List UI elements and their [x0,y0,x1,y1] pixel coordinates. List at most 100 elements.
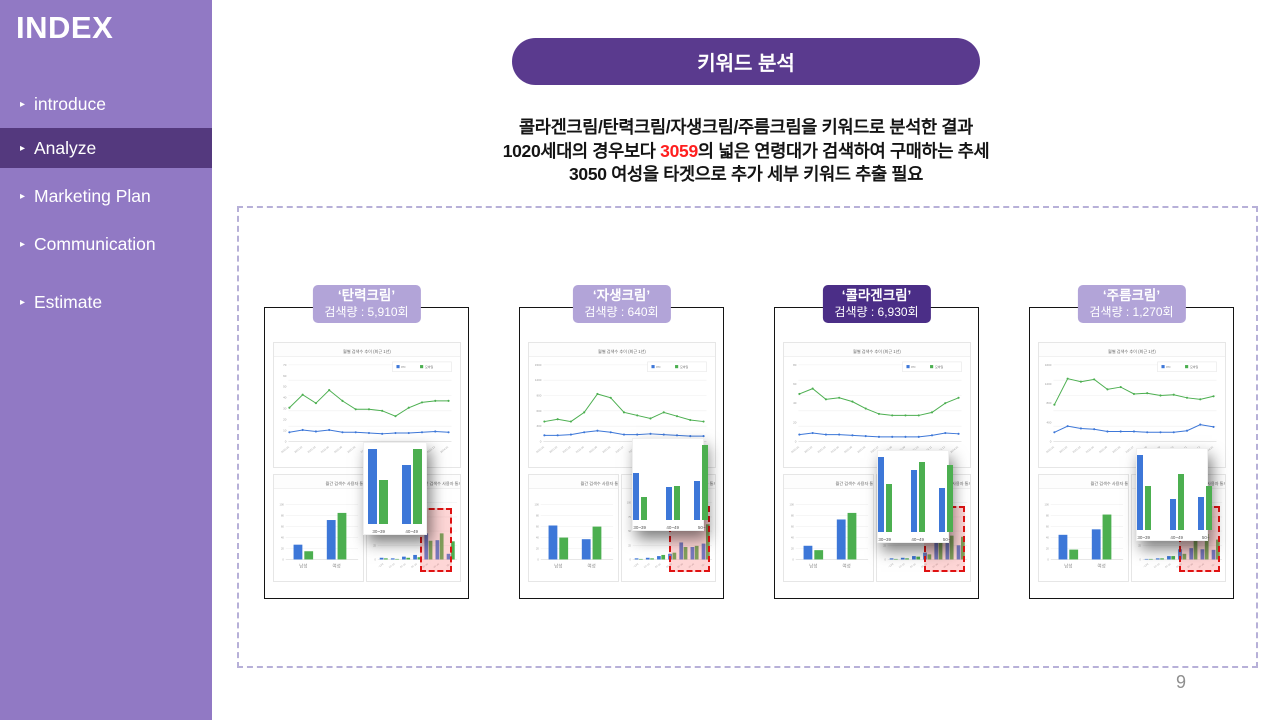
gender-bar-plot: 0 20 40 60 80 100 남성 여성 [1045,504,1124,569]
gender-chart-title: 월간 검색수 사용자 통계 (최근30일 기준 / 성별(%)) [274,475,363,489]
svg-text:2023.06: 2023.06 [856,445,866,454]
svg-text:0: 0 [540,439,542,443]
popup-age-group: 50~ [1198,454,1213,540]
svg-text:2024.01: 2024.01 [439,445,449,454]
svg-text:2023.03: 2023.03 [817,445,827,454]
svg-text:50: 50 [628,531,631,533]
svg-text:2023.07: 2023.07 [870,445,880,454]
svg-text:여성: 여성 [842,562,850,569]
svg-text:13~19: 13~19 [389,563,396,569]
description-line-1: 콜라겐크림/탄력크림/자생크림/주름크림을 키워드로 분석한 결과 [519,117,973,137]
svg-text:100: 100 [790,504,795,507]
keyword-panel-1: ‘탄력크림’ 검색량 : 5,910회 월별 검색수 추이 (최근 1년) 0 1… [264,285,469,599]
page-title: 키워드 분석 [512,38,980,85]
svg-text:50~: 50~ [1212,563,1217,567]
svg-text:40~49: 40~49 [1199,563,1206,569]
svg-text:60: 60 [536,526,539,529]
svg-text:2023.02: 2023.02 [548,445,558,454]
svg-text:모바일: 모바일 [1190,364,1199,369]
keyword-badge: ‘탄력크림’ 검색량 : 5,910회 [312,285,421,324]
triangle-bullet-icon: ▸ [20,143,26,154]
charts-container: ‘탄력크림’ 검색량 : 5,910회 월별 검색수 추이 (최근 1년) 0 1… [237,206,1258,668]
svg-text:30~39: 30~39 [932,563,939,569]
trend-line-chart-card: 월별 검색수 추이 (최근 1년) 0 20 40 60 80 2023.01 2023.0… [783,342,971,468]
sidebar-item-introduce[interactable]: ▸ introduce [0,84,212,124]
highlight-3059: 3059 [660,140,698,161]
triangle-bullet-icon: ▸ [20,297,26,308]
keyword-panel-3: ‘콜라겐크림’ 검색량 : 6,930회 월별 검색수 추이 (최근 1년) 0… [774,285,979,599]
svg-text:2023.05: 2023.05 [1098,445,1108,454]
svg-text:여성: 여성 [332,562,340,569]
svg-text:20: 20 [793,420,797,424]
svg-text:50~: 50~ [702,563,707,567]
svg-text:2023.05: 2023.05 [843,445,853,454]
svg-text:2023.08: 2023.08 [883,445,893,454]
svg-text:60: 60 [791,526,794,529]
svg-text:20: 20 [536,547,539,550]
svg-text:800: 800 [1047,401,1052,405]
svg-text:20~24: 20~24 [400,563,407,569]
svg-text:30~39: 30~39 [677,563,684,569]
svg-text:2023.12: 2023.12 [426,445,436,454]
svg-text:40: 40 [793,401,797,405]
search-volume-label: 검색량 : 1,270회 [1089,304,1174,319]
svg-text:25: 25 [373,545,376,547]
svg-text:25: 25 [628,545,631,547]
svg-text:20~24: 20~24 [655,563,662,569]
popup-age-group: 40~49 [660,444,685,530]
svg-text:13~19: 13~19 [1154,563,1161,569]
svg-text:2023.02: 2023.02 [293,445,303,454]
svg-text:2023.04: 2023.04 [320,445,330,454]
gender-chart-title: 월간 검색수 사용자 통계 (최근30일 기준 / 성별(%)) [784,475,873,489]
triangle-bullet-icon: ▸ [20,239,26,250]
svg-text:2023.03: 2023.03 [1072,445,1082,454]
svg-text:70: 70 [283,363,287,367]
popup-age-group: 40~49 [905,456,930,542]
svg-text:30~39: 30~39 [422,563,429,569]
svg-text:0: 0 [885,559,887,561]
sidebar-item-communication[interactable]: ▸ Communication [0,224,212,264]
svg-text:10: 10 [283,429,287,433]
svg-text:~12세: ~12세 [887,562,894,569]
popup-bars: 30~39 40~49 50~ [877,456,954,542]
gender-chart-card: 월간 검색수 사용자 통계 (최근30일 기준 / 성별(%)) 0 20 40 60… [528,474,619,582]
sidebar-item-marketing-plan[interactable]: ▸ Marketing Plan [0,176,212,216]
popup-age-group: 30~39 [1131,454,1156,540]
svg-text:40: 40 [281,537,284,540]
svg-text:0: 0 [537,558,539,561]
svg-text:30: 30 [283,407,287,411]
popup-age-group: 30~39 [627,444,652,530]
svg-text:0: 0 [285,439,287,443]
popup-age-group: 50~ [939,456,954,542]
sidebar-item-analyze[interactable]: ▸ Analyze [0,128,212,168]
svg-text:20~24: 20~24 [1165,563,1172,569]
trend-line-chart-card: 월별 검색수 추이 (최근 1년) 0 400 800 1200 1600 2023.01… [1038,342,1226,468]
svg-text:~12세: ~12세 [632,562,639,569]
keyword-panel-2: ‘자생크림’ 검색량 : 640회 월별 검색수 추이 (최근 1년) 0 300… [519,285,724,599]
svg-text:2023.07: 2023.07 [615,445,625,454]
description: 콜라겐크림/탄력크림/자생크림/주름크림을 키워드로 분석한 결과 1020세대… [212,116,1280,187]
search-volume-label: 검색량 : 5,910회 [324,304,409,319]
svg-text:2023.02: 2023.02 [1058,445,1068,454]
svg-text:2023.04: 2023.04 [575,445,585,454]
svg-text:남성: 남성 [809,562,817,568]
sidebar-item-estimate[interactable]: ▸ Estimate [0,282,212,322]
svg-text:~12세: ~12세 [377,562,384,569]
line-chart-title: 월별 검색수 추이 (최근 1년) [1039,343,1225,357]
svg-text:40: 40 [1046,537,1049,540]
svg-text:남성: 남성 [554,562,562,568]
sidebar-item-label: Marketing Plan [34,186,151,206]
age-zoom-popup: 30~39 40~49 50~ [1136,448,1213,541]
gender-bar-plot: 0 20 40 60 80 100 남성 여성 [280,504,359,569]
svg-text:400: 400 [1047,420,1052,424]
svg-text:0: 0 [1050,439,1052,443]
popup-age-label: 50~ [1201,535,1210,540]
sidebar-item-label: Analyze [34,138,97,158]
svg-text:50~: 50~ [447,563,452,567]
svg-text:80: 80 [791,515,794,518]
svg-text:25: 25 [1138,545,1141,547]
svg-text:2023.01: 2023.01 [1045,445,1055,454]
svg-text:100: 100 [1045,504,1050,507]
svg-text:1200: 1200 [1045,382,1052,386]
svg-text:25: 25 [883,545,886,547]
